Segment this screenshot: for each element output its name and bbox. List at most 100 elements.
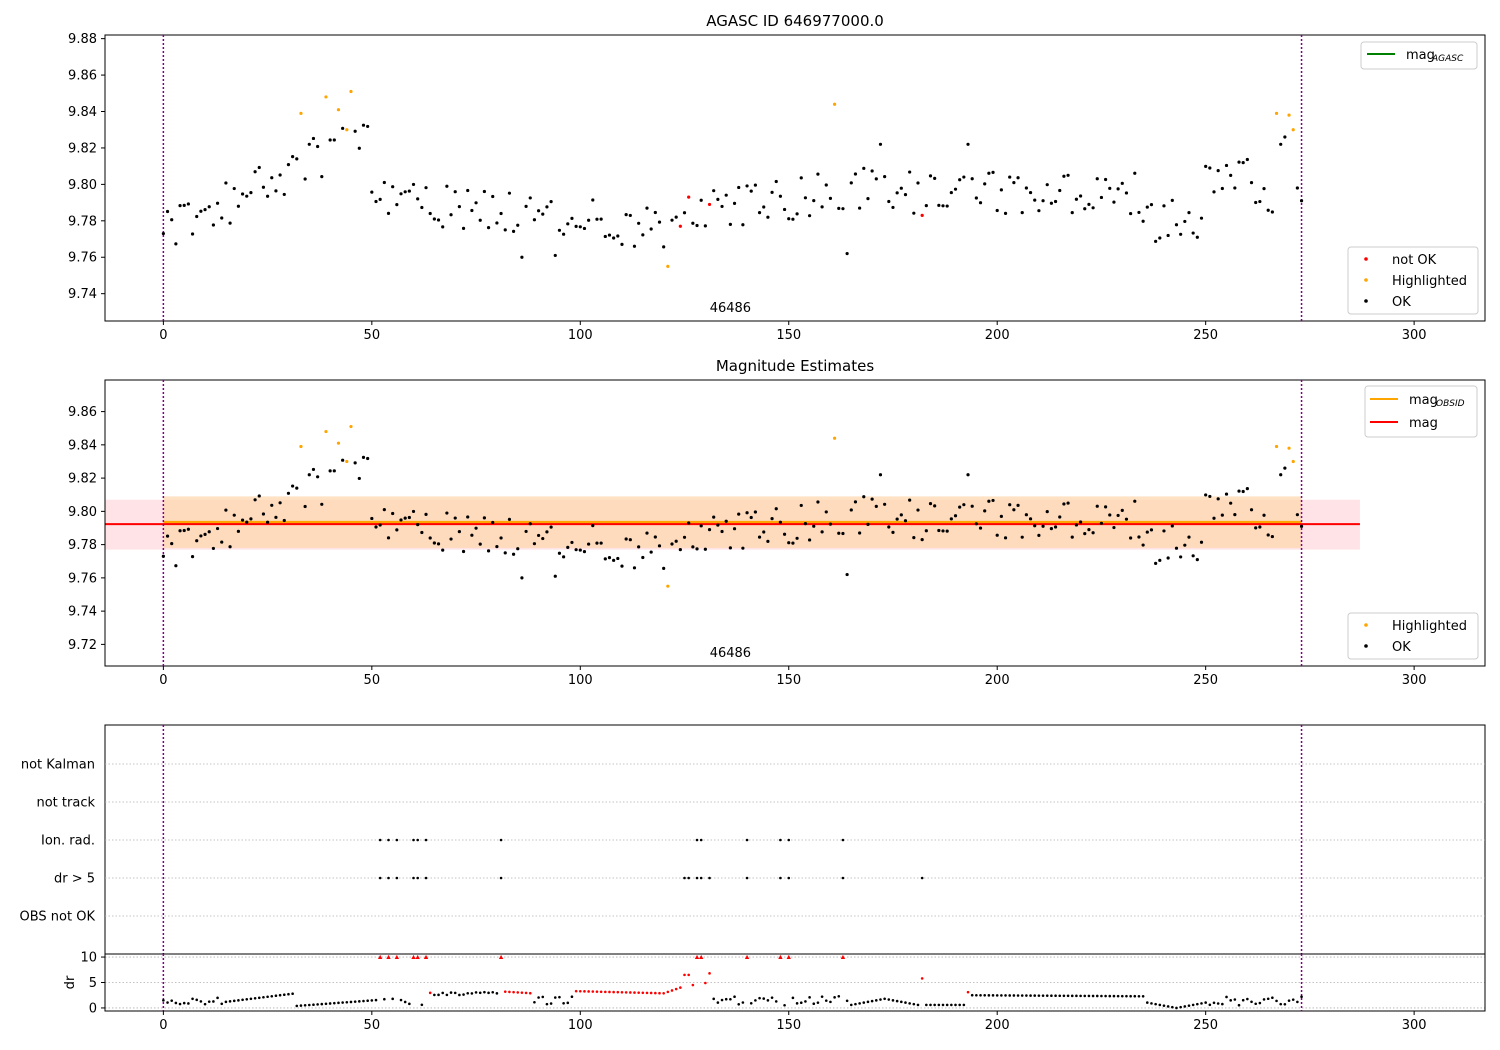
- p1-point: [1037, 209, 1041, 213]
- p1-point: [1104, 177, 1108, 182]
- p1-xtick-label: 300: [1402, 328, 1427, 343]
- p4-point: [1083, 994, 1087, 998]
- p2-point: [249, 517, 253, 521]
- p2-point: [1016, 503, 1020, 507]
- p4-point: [624, 991, 628, 994]
- p4-point: [837, 994, 841, 998]
- p1-point: [240, 192, 245, 196]
- p1-point: [536, 209, 541, 213]
- p1-point: [1183, 219, 1187, 224]
- p2-point: [824, 510, 828, 514]
- p4-point: [162, 999, 165, 1002]
- p1-point: [657, 220, 662, 224]
- p2-point: [562, 555, 566, 559]
- p3-dr5-point: [920, 876, 924, 880]
- p2-point: [282, 518, 286, 523]
- p1-point: [962, 175, 966, 179]
- p2-point: [670, 542, 674, 546]
- p1-point: [762, 205, 766, 209]
- p1-point: [474, 201, 478, 205]
- p4-point: [1037, 994, 1041, 997]
- p2-point: [1224, 492, 1229, 496]
- p4-point: [578, 989, 582, 993]
- p2-point: [1024, 513, 1028, 517]
- p2-xtick-label: 150: [776, 673, 801, 688]
- p1-point: [612, 236, 616, 240]
- p1-point: [1112, 200, 1116, 204]
- p1-point: [649, 227, 653, 231]
- p4-clipped-point: [698, 954, 704, 960]
- p2-point: [1241, 489, 1245, 494]
- p4-point: [829, 1000, 832, 1004]
- p4-point: [1033, 994, 1037, 997]
- p4-point: [708, 972, 711, 975]
- p2-point: [691, 545, 695, 549]
- p4-point: [862, 1001, 866, 1004]
- p4-point: [1008, 994, 1012, 997]
- p2-point: [557, 551, 562, 555]
- p4-point: [595, 990, 599, 993]
- p2-point: [545, 530, 549, 534]
- p4-point: [333, 1001, 336, 1005]
- p4-point: [437, 993, 440, 997]
- p4-point: [679, 986, 682, 989]
- p4-point: [433, 993, 436, 997]
- p1-point: [674, 215, 678, 219]
- p4-clipped-point: [840, 954, 846, 960]
- p2-point: [411, 509, 416, 514]
- p1-point: [1070, 211, 1074, 215]
- p1-point: [499, 211, 503, 216]
- p1-point: [1191, 231, 1195, 235]
- p4-ytick-label: 0: [89, 1001, 97, 1016]
- p2-point: [1062, 502, 1066, 506]
- p2-point: [295, 486, 299, 490]
- p1-point: [978, 201, 983, 205]
- p4-point: [666, 990, 670, 994]
- p3-dr5-point: [412, 876, 415, 880]
- p4-clipped-point: [386, 954, 391, 960]
- p1-point: [791, 217, 795, 221]
- p2-point: [966, 473, 970, 477]
- p1-legend-marker: [1364, 278, 1368, 282]
- p1-point: [549, 199, 553, 204]
- p2-point: [303, 504, 307, 509]
- p2-point: [432, 541, 436, 545]
- p3-dr5-point: [787, 876, 791, 880]
- p1-xtick-label: 200: [985, 328, 1010, 343]
- p4-point: [691, 983, 695, 987]
- p4-point: [278, 993, 282, 997]
- p2-point: [958, 505, 962, 509]
- p4-point: [1108, 994, 1112, 998]
- p4-point: [804, 1000, 807, 1003]
- p1-point: [332, 138, 336, 142]
- p4-point: [1291, 998, 1295, 1001]
- p4-clipped-point: [423, 954, 429, 960]
- p4-point: [612, 990, 615, 994]
- p1-point: [378, 197, 382, 201]
- p2-point: [1299, 524, 1304, 528]
- p3-ion-rad-point: [387, 838, 390, 842]
- p2-point: [770, 517, 774, 521]
- p1-point: [1287, 113, 1291, 117]
- p4-point: [1179, 1005, 1182, 1009]
- p1-point: [274, 189, 278, 193]
- p4-point: [749, 1001, 753, 1005]
- p2-point: [574, 548, 578, 552]
- p4-point: [858, 1002, 861, 1005]
- p1-point: [574, 224, 578, 228]
- p2-point: [991, 498, 995, 503]
- p4-point: [199, 1000, 203, 1003]
- p2-point: [1008, 503, 1012, 507]
- p1-point: [632, 244, 637, 248]
- p2-point: [211, 546, 215, 551]
- p2-point: [682, 535, 687, 539]
- p4-point: [812, 1002, 816, 1005]
- p1-point: [937, 203, 941, 207]
- p4-point: [950, 1003, 953, 1007]
- p4-point: [1212, 1001, 1216, 1005]
- p2-xtick-label: 250: [1193, 673, 1218, 688]
- p2-point: [749, 515, 753, 520]
- p2-point: [807, 538, 812, 542]
- p2-ytick-label: 9.72: [68, 638, 97, 653]
- p1-point: [1087, 202, 1091, 206]
